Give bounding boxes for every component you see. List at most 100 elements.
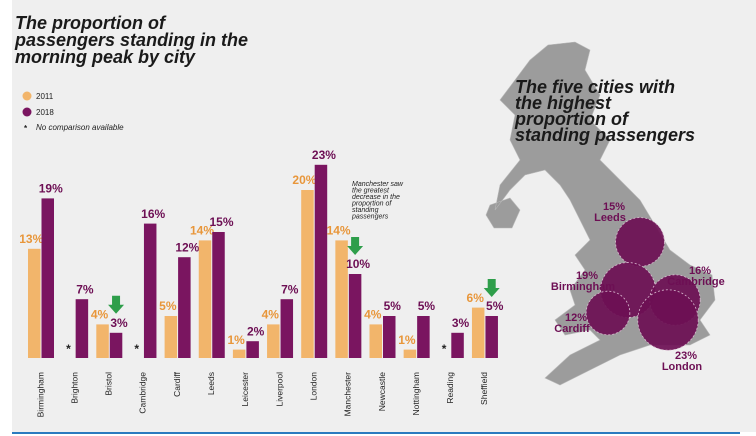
no-comparison-mark: * (442, 342, 447, 356)
legend-swatch (22, 107, 32, 117)
decrease-arrow (347, 237, 364, 255)
value-label: 10% (346, 257, 370, 271)
map-title: proportion of (514, 109, 630, 129)
legend-symbol: * (24, 124, 28, 133)
bar (109, 332, 123, 358)
bar (417, 316, 430, 358)
city-value-label: 16% (689, 265, 711, 277)
bar (383, 316, 396, 358)
annotation: Manchester saw (352, 181, 404, 188)
value-label: 16% (141, 207, 165, 221)
bar (301, 190, 314, 358)
x-tick-label: Liverpool (274, 372, 284, 407)
value-label: 19% (39, 182, 63, 196)
city-name: Birmingham (551, 281, 615, 293)
bar (314, 164, 328, 358)
value-label: 3% (452, 316, 470, 330)
value-label: 5% (384, 299, 402, 313)
bar (485, 316, 498, 358)
annotation: the greatest (352, 187, 390, 194)
x-tick-label: Reading (445, 372, 455, 404)
bar (246, 341, 259, 358)
value-label: 2% (247, 324, 265, 338)
bar (143, 223, 157, 358)
bar (403, 349, 417, 358)
value-label: 20% (292, 173, 316, 187)
value-label: 4% (91, 308, 109, 322)
value-label: 15% (209, 215, 233, 229)
x-tick-label: Leeds (206, 372, 216, 395)
bar (280, 299, 294, 358)
x-tick-label: Manchester (343, 372, 353, 417)
map-title: the highest (515, 93, 612, 113)
bar (41, 198, 54, 358)
x-tick-label: Brighton (69, 372, 79, 404)
value-label: 14% (190, 224, 214, 238)
map-title: standing passengers (515, 125, 695, 145)
no-comparison-mark: * (134, 342, 139, 356)
bar (369, 324, 382, 358)
legend-note: No comparison available (36, 123, 124, 132)
value-label: 1% (227, 333, 245, 347)
legend-label: 2011 (36, 92, 54, 101)
city-name: Cardiff (554, 323, 590, 335)
city-bubble (615, 217, 665, 267)
x-tick-label: Newcastle (377, 372, 387, 411)
value-label: 3% (110, 316, 128, 330)
bar (451, 332, 464, 358)
x-tick-label: Leicester (240, 372, 250, 407)
x-tick-label: Nottingham (411, 372, 421, 415)
bar (335, 240, 348, 358)
bar (178, 257, 191, 358)
city-name: London (662, 361, 703, 373)
value-label: 7% (281, 282, 299, 296)
no-comparison-mark: * (66, 342, 71, 356)
annotation: passengers (351, 213, 389, 220)
value-label: 7% (76, 282, 94, 296)
bar (471, 307, 485, 358)
x-tick-label: Cambridge (138, 372, 148, 414)
value-label: 14% (327, 224, 351, 238)
legend-label: 2018 (36, 108, 54, 117)
map-title: The five cities with (515, 77, 675, 97)
value-label: 6% (467, 291, 485, 305)
x-tick-label: Bristol (104, 372, 114, 396)
value-label: 13% (19, 232, 43, 246)
annotation: standing (352, 207, 379, 214)
bar (75, 299, 89, 358)
annotation: decrease in the (352, 194, 400, 201)
bar (267, 324, 280, 358)
city-value-label: 12% (565, 312, 587, 324)
legend-swatch (22, 91, 32, 101)
value-label: 4% (364, 308, 382, 322)
decrease-arrow (108, 295, 125, 314)
x-tick-label: Cardiff (172, 371, 182, 397)
chart-title: morning peak by city (15, 47, 196, 67)
city-value-label: 15% (603, 201, 625, 213)
annotation: proportion of (351, 200, 392, 207)
city-name: Leeds (594, 212, 626, 224)
city-bubble (585, 290, 631, 336)
bar (96, 324, 109, 358)
chart-title: passengers standing in the (14, 30, 248, 50)
value-label: 23% (312, 148, 336, 162)
x-tick-label: London (308, 372, 318, 401)
value-label: 5% (159, 299, 177, 313)
bar (198, 240, 212, 358)
city-name: Cambridge (667, 276, 724, 288)
value-label: 5% (486, 299, 504, 313)
bar (212, 232, 225, 358)
bar (28, 248, 41, 358)
value-label: 4% (262, 308, 280, 322)
bar (232, 349, 246, 358)
chart-title: The proportion of (15, 13, 167, 33)
city-value-label: 19% (576, 270, 598, 282)
value-label: 12% (175, 240, 199, 254)
bar (164, 316, 178, 358)
bar (348, 274, 362, 358)
city-bubble (637, 289, 699, 351)
decrease-arrow (483, 279, 500, 297)
value-label: 1% (398, 333, 416, 347)
value-label: 5% (418, 299, 436, 313)
